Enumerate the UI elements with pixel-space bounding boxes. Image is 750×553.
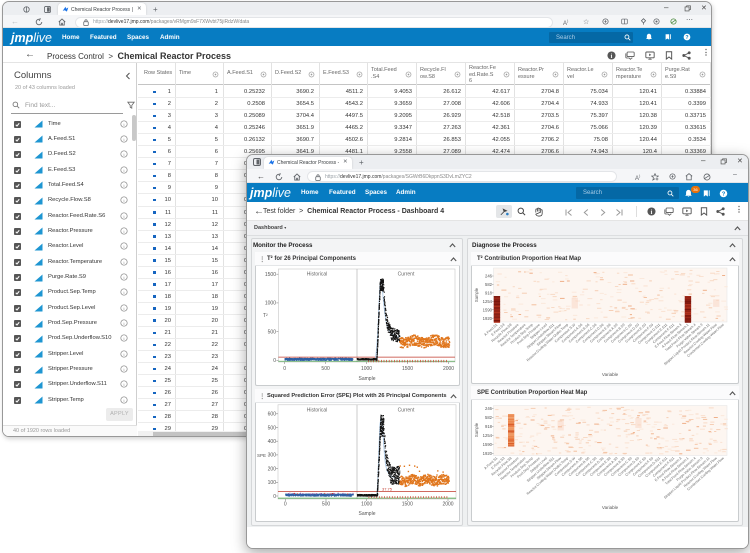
svg-text:600: 600	[268, 412, 277, 418]
svg-text:918: 918	[485, 290, 493, 295]
svg-text:i: i	[123, 352, 125, 357]
svg-text:246: 246	[485, 406, 493, 411]
svg-text:1000: 1000	[361, 366, 372, 372]
svg-text:Sample: Sample	[474, 287, 479, 302]
svg-text:500: 500	[268, 425, 277, 431]
svg-text:i: i	[123, 290, 125, 295]
svg-text:1000: 1000	[265, 301, 276, 307]
svg-text:i: i	[123, 367, 125, 372]
svg-text:Historical: Historical	[307, 272, 328, 278]
svg-text:2000: 2000	[443, 366, 454, 372]
svg-text:i: i	[123, 244, 125, 249]
svg-text:i: i	[123, 121, 125, 126]
svg-text:1500: 1500	[402, 366, 413, 372]
svg-text:i: i	[123, 167, 125, 172]
svg-text:1590: 1590	[483, 307, 493, 312]
svg-text:?: ?	[722, 192, 726, 198]
svg-text:i: i	[611, 52, 613, 59]
svg-text:i: i	[123, 229, 125, 234]
svg-text:i: i	[123, 198, 125, 203]
svg-text:i: i	[123, 305, 125, 310]
svg-text:Sample: Sample	[359, 511, 376, 517]
svg-text:2000: 2000	[442, 501, 453, 507]
svg-text:500: 500	[268, 329, 277, 335]
svg-text:582: 582	[485, 282, 493, 287]
svg-text:i: i	[123, 259, 125, 264]
svg-text:Sample: Sample	[359, 376, 376, 382]
svg-text:1254: 1254	[483, 433, 493, 438]
svg-text:400: 400	[268, 439, 277, 445]
svg-text:T²: T²	[263, 313, 268, 319]
svg-text:Variable: Variable	[602, 505, 619, 510]
svg-text:1000: 1000	[361, 501, 372, 507]
svg-text:1500: 1500	[402, 501, 413, 507]
svg-text:Sample: Sample	[474, 422, 479, 437]
svg-text:582: 582	[485, 415, 493, 420]
svg-text:i: i	[123, 382, 125, 387]
svg-text:37.75: 37.75	[382, 487, 393, 492]
svg-text:i: i	[123, 152, 125, 157]
svg-text:1920: 1920	[483, 451, 493, 456]
svg-text:i: i	[651, 208, 653, 215]
svg-text:?: ?	[685, 35, 688, 41]
svg-text:1920: 1920	[483, 316, 493, 321]
svg-text:500: 500	[322, 501, 331, 507]
svg-text:Historical: Historical	[307, 408, 328, 414]
svg-text:i: i	[123, 336, 125, 341]
svg-text:i: i	[123, 275, 125, 280]
svg-text:0: 0	[283, 366, 286, 372]
svg-text:i: i	[123, 137, 125, 142]
svg-text:Current: Current	[398, 408, 415, 414]
svg-text:500: 500	[321, 366, 330, 372]
svg-text:i: i	[123, 183, 125, 188]
svg-text:1500: 1500	[265, 272, 276, 278]
svg-text:1254: 1254	[483, 299, 493, 304]
svg-text:300: 300	[268, 453, 277, 459]
svg-text:i: i	[123, 213, 125, 218]
svg-text:i: i	[123, 398, 125, 403]
svg-text:100: 100	[268, 480, 277, 486]
svg-text:0: 0	[284, 501, 287, 507]
svg-text:Current: Current	[398, 272, 415, 278]
svg-text:246: 246	[485, 274, 493, 279]
svg-text:200: 200	[268, 466, 277, 472]
svg-text:1590: 1590	[483, 442, 493, 447]
svg-text:0: 0	[273, 494, 276, 500]
svg-text:SPE: SPE	[257, 453, 266, 458]
svg-text:0: 0	[273, 358, 276, 364]
svg-text:i: i	[123, 321, 125, 326]
svg-text:Variable: Variable	[602, 372, 619, 377]
svg-text:918: 918	[485, 424, 493, 429]
